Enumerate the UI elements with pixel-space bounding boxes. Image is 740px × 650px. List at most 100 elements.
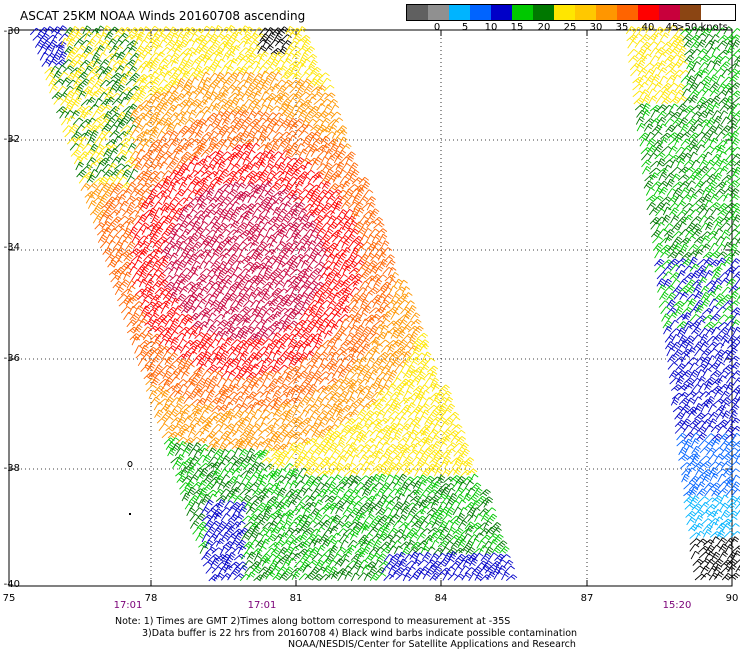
wind-barb <box>373 278 383 288</box>
wind-barb <box>276 162 286 171</box>
wind-barb <box>130 92 141 100</box>
wind-barb <box>388 427 398 437</box>
wind-barb <box>113 135 123 145</box>
wind-barb <box>269 58 280 68</box>
wind-barb <box>271 305 283 313</box>
wind-barb <box>186 507 196 517</box>
wind-barb <box>214 33 225 42</box>
legend-label: 25 <box>563 22 577 33</box>
wind-barb <box>183 196 194 204</box>
wind-barb <box>343 208 354 217</box>
wind-barb <box>140 123 151 132</box>
wind-barb <box>299 234 310 243</box>
wind-barb <box>304 428 315 437</box>
wind-barb <box>232 410 244 418</box>
wind-barb <box>169 156 180 165</box>
wind-barb <box>170 97 180 106</box>
wind-barb <box>693 188 705 196</box>
wind-barb <box>274 136 286 144</box>
wind-barb <box>286 350 296 360</box>
wind-barb <box>150 91 162 99</box>
longitude-label: 90 <box>725 593 739 604</box>
wind-barb <box>290 567 302 575</box>
wind-barb <box>257 45 267 54</box>
wind-barb <box>220 488 231 497</box>
wind-barb <box>215 416 227 424</box>
wind-barb <box>305 475 316 484</box>
wind-barb <box>132 319 144 327</box>
wind-barb <box>230 339 242 347</box>
wind-barb <box>151 76 161 86</box>
wind-barb <box>292 32 303 41</box>
wind-barb <box>729 291 739 300</box>
wind-barb <box>371 294 383 302</box>
wind-barb <box>455 454 465 463</box>
wind-barb <box>134 65 146 74</box>
wind-barb <box>258 248 269 256</box>
wind-barb <box>287 320 298 328</box>
wind-barb <box>202 377 212 387</box>
wind-barb <box>97 234 108 243</box>
wind-barb <box>284 429 296 438</box>
wind-barb <box>420 441 431 450</box>
wind-barb <box>725 265 737 274</box>
wind-barb <box>254 252 264 262</box>
wind-barb <box>204 318 215 327</box>
wind-barb <box>227 476 238 484</box>
wind-barb <box>220 448 230 458</box>
wind-barb <box>311 429 321 438</box>
wind-barb <box>390 330 400 339</box>
wind-barb <box>326 396 338 404</box>
wind-barb <box>298 91 311 99</box>
wind-barb <box>246 448 256 457</box>
wind-barb <box>310 488 321 497</box>
wind-barb <box>194 388 204 398</box>
wind-barb <box>300 559 310 568</box>
wind-barb <box>382 409 392 419</box>
wind-barb <box>159 142 170 151</box>
wind-barb <box>151 38 161 47</box>
wind-barb <box>260 311 271 321</box>
wind-barb <box>360 298 369 308</box>
wind-barb <box>353 201 364 210</box>
legend-swatch <box>680 5 701 20</box>
wind-barb <box>221 214 231 224</box>
wind-barb <box>189 377 199 386</box>
wind-barb <box>733 110 740 118</box>
wind-barb <box>324 168 334 178</box>
wind-barb <box>406 383 415 393</box>
wind-barb <box>195 377 207 386</box>
wind-barb <box>162 195 172 204</box>
wind-barb <box>163 70 173 79</box>
wind-barb <box>126 202 136 211</box>
wind-barb <box>285 455 296 465</box>
wind-barb <box>392 357 401 366</box>
wind-barb <box>216 499 226 508</box>
wind-barb <box>122 209 133 217</box>
wind-barb <box>222 480 233 489</box>
wind-barb <box>64 130 76 138</box>
wind-barb <box>337 149 347 159</box>
wind-barb <box>192 305 203 314</box>
wind-barb <box>366 201 376 211</box>
wind-barb <box>257 65 268 74</box>
wind-barb <box>115 247 125 256</box>
wind-barb <box>150 396 160 405</box>
wind-barb <box>657 53 667 62</box>
wind-barb <box>288 182 299 191</box>
wind-barb <box>717 419 729 427</box>
wind-barb <box>177 440 187 450</box>
wind-barb <box>313 513 323 522</box>
wind-barb <box>298 449 308 458</box>
wind-barb <box>364 291 373 301</box>
wind-barb <box>282 559 292 568</box>
wind-barb <box>241 214 250 224</box>
wind-barb <box>689 538 701 545</box>
wind-barb <box>437 540 449 548</box>
wind-barb <box>503 559 514 568</box>
wind-barb <box>296 103 307 112</box>
wind-barb <box>690 550 700 560</box>
wind-barb <box>197 339 208 348</box>
wind-barb <box>56 85 68 94</box>
wind-barb <box>69 103 79 112</box>
